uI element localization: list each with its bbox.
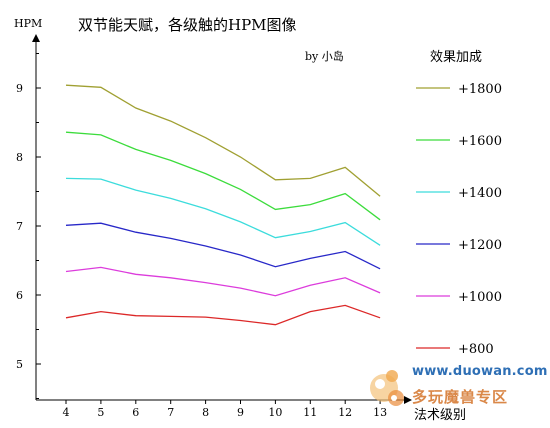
series-line-plus1600 [65, 131, 381, 221]
y-axis-label: HPM [14, 17, 42, 30]
legend-entry-label: +800 [458, 342, 494, 357]
duowan-logo-icon [370, 370, 404, 406]
axes [32, 34, 412, 404]
watermark-zone: 多玩魔兽专区 [412, 388, 509, 406]
y-axis-arrow-icon [32, 34, 40, 42]
x-tick-label: 9 [237, 406, 244, 419]
legend-entry-label: +1400 [458, 186, 502, 201]
y-tick-label: 6 [16, 289, 23, 302]
x-tick-label: 11 [303, 406, 317, 419]
chart-title: 双节能天赋，各级触的HPM图像 [78, 16, 297, 34]
series-line-plus800 [65, 304, 381, 326]
x-axis-arrow-icon [404, 396, 412, 404]
watermark-url: www.duowan.com [412, 364, 548, 379]
y-tick-label: 5 [16, 358, 23, 371]
series-line-plus1800 [65, 84, 381, 197]
series-line-plus1200 [65, 222, 381, 270]
legend-entry-label: +1200 [458, 238, 502, 253]
x-tick-label: 4 [63, 406, 70, 419]
y-tick-label: 9 [16, 82, 23, 95]
legend-entry-label: +1800 [458, 82, 502, 97]
x-tick-label: 10 [268, 406, 282, 419]
chart-subtitle: by 小岛 [305, 49, 344, 63]
legend: +1800 +1600 +1400 +1200 +1000 +800 [416, 82, 502, 357]
y-tick-label: 7 [16, 220, 23, 233]
series-line-plus1000 [65, 266, 381, 297]
legend-entry-label: +1600 [458, 134, 502, 149]
x-axis-label: 法术级别 [414, 408, 466, 423]
x-tick-label: 12 [338, 406, 352, 419]
tick-labels: 5 6 7 8 9 4 5 6 7 8 9 10 11 12 13 [16, 82, 387, 419]
x-tick-label: 8 [202, 406, 209, 419]
series-lines [65, 84, 381, 326]
y-tick-label: 8 [16, 151, 23, 164]
series-line-plus1400 [65, 177, 381, 246]
x-tick-label: 7 [167, 406, 174, 419]
legend-entry-label: +1000 [458, 290, 502, 305]
x-tick-label: 5 [97, 406, 104, 419]
x-tick-label: 13 [373, 406, 387, 419]
legend-title: 效果加成 [430, 50, 482, 65]
x-tick-label: 6 [132, 406, 139, 419]
site-watermark: www.duowan.com 多玩魔兽专区 [366, 362, 550, 428]
